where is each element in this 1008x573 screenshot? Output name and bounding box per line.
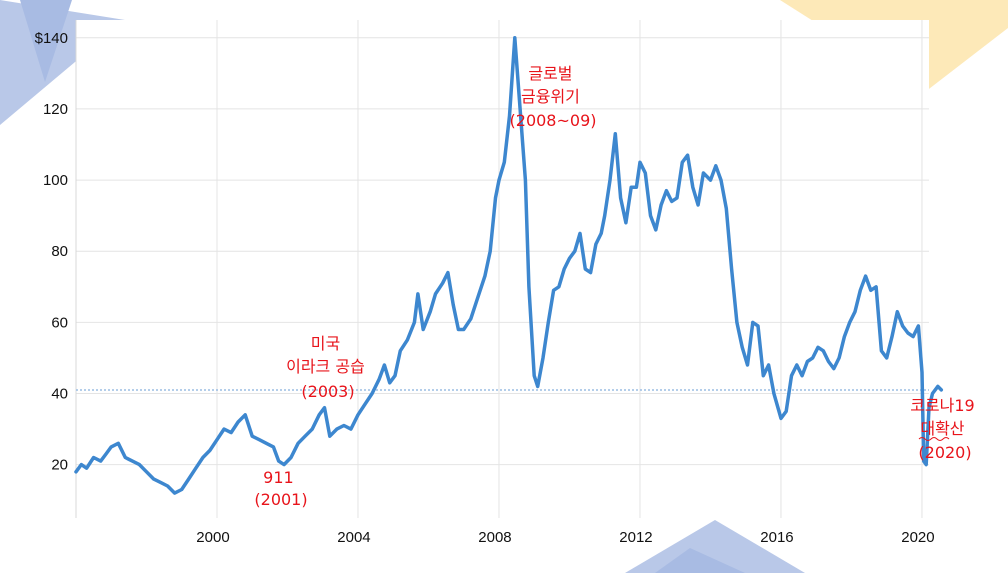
annotation-911: 911 (2001) bbox=[254, 468, 307, 509]
annotation-global-financial-crisis: 글로벌 금융위기 (2008~09) bbox=[510, 64, 597, 130]
x-tick-label: 2012 bbox=[619, 529, 652, 546]
grid-lines bbox=[75, 20, 929, 518]
x-tick-label: 2004 bbox=[337, 529, 370, 546]
y-tick-label: $140 bbox=[35, 30, 68, 47]
y-tick-label: 60 bbox=[51, 314, 68, 331]
decor-blue-bottom bbox=[625, 520, 805, 573]
decor-blue-bottom-overlap bbox=[655, 548, 745, 573]
decor-blue-top-left-overlap bbox=[20, 0, 72, 82]
spellcheck-underline bbox=[918, 437, 950, 441]
plot-panel bbox=[76, 20, 929, 518]
y-tick-label: 20 bbox=[51, 457, 68, 474]
x-tick-label: 2008 bbox=[478, 529, 511, 546]
y-tick-label: 80 bbox=[51, 243, 68, 260]
x-tick-label: 2016 bbox=[760, 529, 793, 546]
series-line bbox=[74, 36, 944, 495]
x-tick-label: 2000 bbox=[196, 529, 229, 546]
y-axis-tick-labels: $140 120 100 80 60 40 20 bbox=[35, 30, 68, 474]
y-tick-label: 120 bbox=[43, 101, 68, 118]
x-tick-label: 2020 bbox=[901, 529, 934, 546]
y-tick-label: 40 bbox=[51, 386, 68, 403]
annotation-iraq-war: 미국 이라크 공습 (2003) bbox=[286, 334, 370, 401]
x-axis-tick-labels: 2000 2004 2008 2012 2016 2020 bbox=[196, 529, 934, 546]
annotation-covid19: 코로나19 대확산 (2020) bbox=[910, 396, 980, 462]
y-tick-label: 100 bbox=[43, 172, 68, 189]
